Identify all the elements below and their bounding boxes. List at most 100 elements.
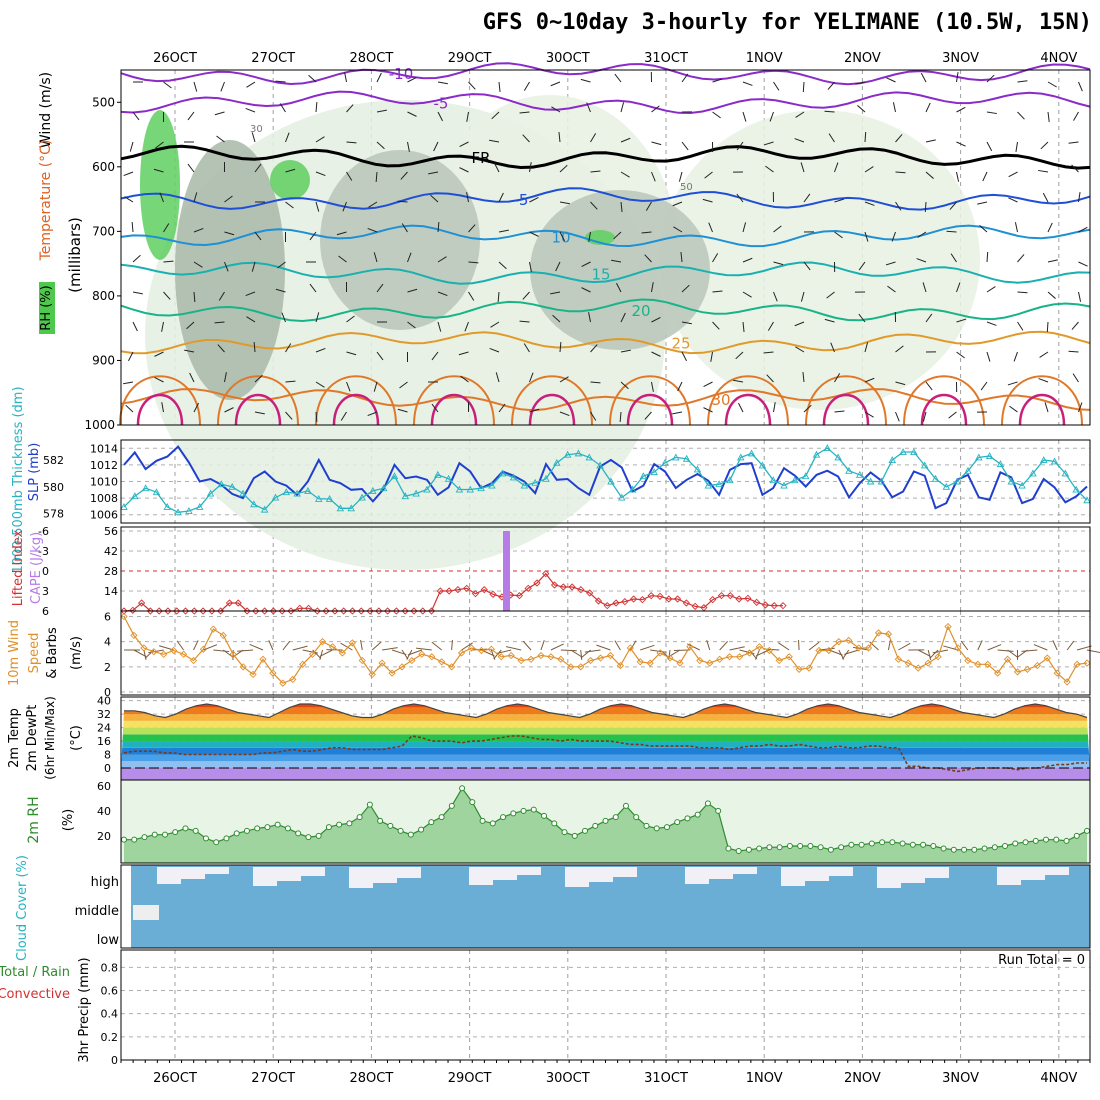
- wind-barb: [497, 291, 500, 303]
- run-total: Run Total = 0: [998, 953, 1085, 968]
- wind-speed-marker: [785, 653, 793, 661]
- wind-barb: [678, 171, 683, 182]
- wind-barb: [529, 372, 534, 383]
- wind-barb: [459, 141, 469, 147]
- rh-marker: [827, 846, 834, 853]
- wind-barb: [216, 135, 225, 143]
- cloud-gap: [133, 905, 159, 920]
- thickness-marker: [574, 449, 583, 457]
- temp-band: [121, 768, 1090, 780]
- wind-barb: [397, 408, 408, 413]
- wind-speed-marker: [1033, 661, 1041, 670]
- wind-speed-marker: [318, 638, 327, 646]
- wind-speed-marker: [994, 669, 1002, 677]
- rh-marker: [541, 812, 548, 819]
- lifted-marker: [287, 607, 295, 615]
- wind-barb: [1017, 80, 1028, 83]
- thickness-marker: [325, 494, 334, 502]
- isotherm-loop: [136, 393, 184, 426]
- wind-barb: [1047, 222, 1053, 233]
- wind-barb-10m: [943, 645, 959, 651]
- wind-barb: [925, 102, 931, 113]
- rh-marker: [479, 817, 486, 824]
- wind-barb: [559, 201, 570, 205]
- y-tick-label: 8: [104, 749, 111, 762]
- wind-speed-marker: [507, 651, 515, 660]
- wind-barb: [498, 261, 507, 270]
- thickness-marker: [747, 449, 756, 457]
- wind-speed-marker: [1073, 660, 1081, 668]
- wind-barb: [891, 231, 896, 242]
- y-tick-label: 1012: [90, 459, 118, 472]
- wind-barb-10m: [887, 639, 891, 651]
- wind-barb: [154, 351, 164, 357]
- wind-barb: [428, 171, 439, 175]
- lifted-marker: [753, 598, 761, 606]
- thickness-marker: [509, 473, 518, 481]
- wind-barb: [376, 109, 387, 113]
- lifted-marker: [129, 606, 137, 614]
- cloud-gap: [397, 867, 421, 878]
- temp-band: [121, 747, 1090, 755]
- wind-speed-marker: [517, 656, 525, 665]
- lifted-marker: [401, 607, 409, 615]
- lifted-marker: [761, 601, 770, 609]
- lifted-marker: [463, 584, 471, 592]
- rh-marker: [981, 845, 988, 852]
- wind-barb: [794, 138, 805, 143]
- rh-marker: [243, 827, 250, 834]
- lifted-marker: [260, 607, 269, 615]
- wind-barb-10m: [584, 649, 601, 653]
- wind-speed-marker: [179, 650, 188, 658]
- wind-speed-marker: [140, 644, 148, 652]
- wind-speed-marker: [428, 653, 436, 661]
- wind-barb: [1078, 291, 1082, 302]
- rh-marker: [1053, 836, 1060, 843]
- wind-barb: [193, 291, 196, 303]
- y-tick-label: 6: [104, 611, 111, 624]
- wind-barb: [498, 229, 509, 233]
- wind-barb: [494, 162, 500, 173]
- wind-barb: [925, 313, 933, 323]
- thickness-marker: [834, 453, 842, 461]
- rh-marker: [551, 820, 558, 827]
- lifted-marker: [603, 602, 611, 610]
- wind-barb: [123, 381, 134, 385]
- y-tick-label: 40: [97, 805, 111, 818]
- wind-barb: [1047, 81, 1057, 88]
- wind-barb: [895, 134, 903, 143]
- wind-barb: [681, 73, 689, 83]
- wind-barb: [1078, 192, 1081, 203]
- wind-speed-marker: [160, 650, 168, 658]
- wind-speed-marker: [328, 643, 337, 651]
- ylabel-barbs: & Barbs: [45, 627, 60, 679]
- thickness-marker: [347, 504, 355, 512]
- wind-barb: [794, 321, 805, 327]
- wind-barb: [279, 103, 286, 113]
- cloud-gap: [301, 867, 325, 876]
- lifted-marker: [691, 602, 699, 610]
- wind-speed-marker: [795, 665, 803, 673]
- wind-barb: [376, 351, 384, 361]
- rh-marker: [653, 825, 660, 832]
- lifted-marker: [366, 607, 374, 615]
- wind-barb: [367, 227, 378, 233]
- wind-barb: [830, 342, 835, 353]
- wind-speed-marker: [1013, 668, 1022, 676]
- wind-speed-marker: [299, 660, 307, 668]
- thickness-marker: [856, 470, 864, 478]
- wind-speed-marker: [894, 655, 903, 663]
- thickness-marker: [596, 461, 604, 469]
- wind-barb: [834, 373, 841, 383]
- wind-barb: [712, 290, 723, 293]
- wind-barb: [590, 344, 598, 353]
- rh-marker: [315, 832, 322, 839]
- cloud-gap: [877, 867, 901, 888]
- wind-barb: [1017, 254, 1025, 263]
- wind-barb: [315, 312, 320, 323]
- wind-speed-marker: [984, 660, 992, 668]
- wind-barb-10m: [371, 641, 382, 651]
- wind-barb-10m: [898, 642, 911, 651]
- wind-barb: [956, 282, 961, 293]
- wind-speed-marker: [418, 650, 426, 658]
